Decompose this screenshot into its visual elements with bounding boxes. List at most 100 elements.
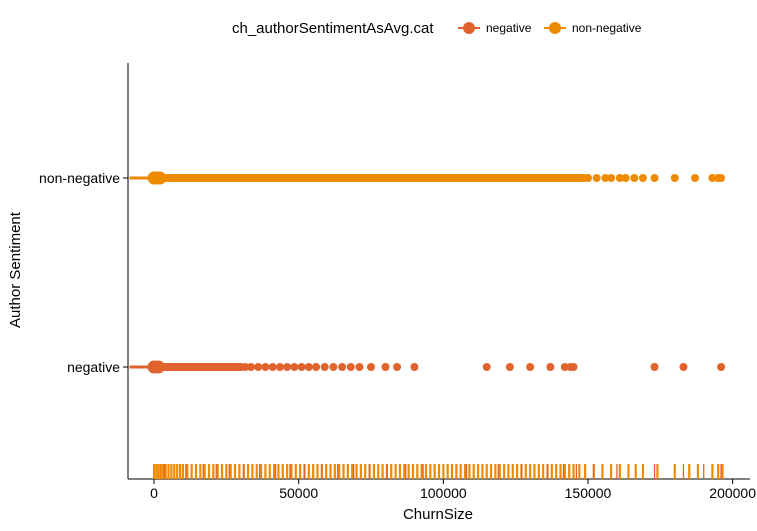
y-axis-title: Author Sentiment [7, 211, 24, 328]
x-tick-label: 200000 [709, 485, 756, 501]
data-point-non-negative [708, 174, 717, 182]
data-point-non-negative [300, 174, 309, 182]
data-point-non-negative [543, 174, 552, 182]
data-point-non-negative [207, 174, 216, 182]
data-point-non-negative [410, 174, 419, 182]
data-point-negative [393, 363, 402, 371]
data-point-non-negative [630, 174, 639, 182]
data-point-non-negative [601, 174, 610, 182]
data-point-non-negative [456, 174, 465, 182]
data-point-non-negative [514, 174, 523, 182]
data-point-non-negative [650, 174, 659, 182]
legend-key-point-non-negative [549, 22, 561, 34]
data-point-non-negative [375, 174, 384, 182]
data-point-non-negative [236, 174, 245, 182]
legend-label-negative: negative [486, 21, 532, 35]
data-point-negative [241, 363, 250, 371]
data-point-non-negative [670, 174, 679, 182]
rug-layer [152, 464, 724, 479]
data-point-non-negative [717, 174, 726, 182]
data-point-non-negative [288, 174, 297, 182]
data-point-negative [569, 363, 578, 371]
data-point-non-negative [566, 174, 575, 182]
data-point-non-negative [398, 174, 407, 182]
data-point-negative [320, 363, 329, 371]
data-point-non-negative [387, 174, 396, 182]
data-point-non-negative [178, 174, 187, 182]
data-point-non-negative [468, 174, 477, 182]
data-point-non-negative [474, 174, 483, 182]
data-point-non-negative [439, 174, 448, 182]
data-point-negative [482, 363, 491, 371]
data-point-negative [338, 363, 347, 371]
data-point-non-negative [615, 174, 624, 182]
data-point-negative [381, 363, 390, 371]
y-tick-label-non-negative: non-negative [39, 170, 120, 186]
data-point-non-negative [190, 174, 199, 182]
data-point-non-negative [358, 174, 367, 182]
data-point-non-negative [213, 174, 222, 182]
data-point-negative [254, 363, 263, 371]
data-point-non-negative [520, 174, 529, 182]
legend-entry-negative: negative [458, 21, 532, 35]
y-ticks: non-negative negative [39, 170, 128, 375]
data-point-non-negative [306, 174, 315, 182]
legend-entry-non-negative: non-negative [544, 21, 642, 35]
data-point-non-negative [497, 174, 506, 182]
data-point-non-negative [225, 174, 234, 182]
data-point-negative [355, 363, 364, 371]
data-point-negative [329, 363, 338, 371]
data-point-non-negative [607, 174, 616, 182]
data-point-negative [283, 363, 292, 371]
data-point-non-negative [578, 174, 587, 182]
data-point-negative [346, 363, 355, 371]
data-point-negative [275, 363, 284, 371]
legend-label-non-negative: non-negative [572, 21, 642, 35]
data-point-non-negative [329, 174, 338, 182]
data-point-non-negative [167, 174, 176, 182]
data-point-non-negative [393, 174, 402, 182]
data-point-non-negative [549, 174, 558, 182]
data-point-non-negative [364, 174, 373, 182]
data-point-non-negative [621, 174, 630, 182]
data-point-non-negative [485, 174, 494, 182]
data-point-non-negative [491, 174, 500, 182]
x-tick-label: 100000 [420, 485, 467, 501]
data-point-negative [717, 363, 726, 371]
data-point-non-negative [381, 174, 390, 182]
data-point-non-negative [421, 174, 430, 182]
data-point-non-negative [283, 174, 292, 182]
data-point-negative [679, 363, 688, 371]
data-point-non-negative [153, 171, 167, 185]
data-point-non-negative [271, 174, 280, 182]
data-point-non-negative [323, 174, 332, 182]
y-tick-label-negative: negative [67, 359, 120, 375]
data-point-non-negative [277, 174, 286, 182]
data-point-negative [268, 363, 277, 371]
data-point-non-negative [450, 174, 459, 182]
data-point-non-negative [248, 174, 257, 182]
data-point-non-negative [433, 174, 442, 182]
data-point-negative [261, 363, 270, 371]
data-point-non-negative [219, 174, 228, 182]
data-point-negative [290, 363, 299, 371]
points-layer [129, 171, 726, 374]
data-point-negative [410, 363, 419, 371]
data-point-non-negative [537, 174, 546, 182]
data-point-non-negative [404, 174, 413, 182]
data-point-non-negative [317, 174, 326, 182]
data-point-non-negative [335, 174, 344, 182]
data-point-non-negative [231, 174, 240, 182]
data-point-non-negative [560, 174, 569, 182]
data-point-non-negative [531, 174, 540, 182]
data-point-negative [546, 363, 555, 371]
data-point-non-negative [526, 174, 535, 182]
x-tick-label: 50000 [279, 485, 318, 501]
data-point-non-negative [502, 174, 511, 182]
data-point-non-negative [462, 174, 471, 182]
data-point-negative [367, 363, 376, 371]
data-point-non-negative [427, 174, 436, 182]
data-point-non-negative [202, 174, 211, 182]
data-point-non-negative [196, 174, 205, 182]
